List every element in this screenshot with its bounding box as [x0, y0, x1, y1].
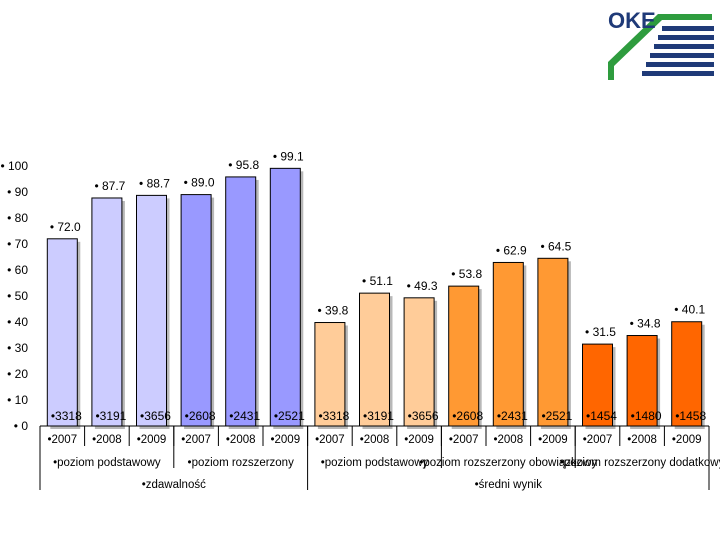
- bar: [537, 257, 569, 427]
- x-year-label: •2007: [181, 434, 211, 446]
- bar: [492, 261, 524, 427]
- y-tick-label: • 50: [7, 289, 28, 303]
- bar-count-label: •2521: [541, 409, 572, 423]
- x-year-label: •2009: [538, 434, 568, 446]
- logo-title: OKE: [608, 8, 656, 33]
- x-subgroup-label: •poziom rozszerzony obowiązkowy: [419, 457, 597, 469]
- x-axis: •2007 •2008 •2009 •2007 •2008 •2009 •2007 •2008…: [39, 425, 720, 491]
- x-year-label: •2008: [493, 434, 523, 446]
- bar-count-label: •3656: [408, 409, 439, 423]
- x-subgroup-label: •poziom rozszerzony: [188, 457, 295, 469]
- oke-logo: OKE WE WROCŁAWIU: [600, 4, 715, 82]
- y-tick-label: • 80: [7, 211, 28, 225]
- x-year-label: •2009: [270, 434, 300, 446]
- x-subgroup-label: •poziom podstawowy: [53, 457, 161, 469]
- bar: [359, 292, 390, 427]
- x-subgroup-label: •poziom rozszerzony dodatkowy: [560, 457, 720, 469]
- x-year-label: •2008: [627, 434, 657, 446]
- bar: [403, 297, 435, 427]
- bar-value-label: • 87.7: [94, 179, 125, 193]
- bar-count-label: •1480: [631, 409, 662, 423]
- bar-value-label: • 34.8: [630, 317, 661, 331]
- bar-value-label: • 95.8: [228, 158, 259, 172]
- bar: [180, 194, 212, 427]
- bar: [626, 335, 658, 427]
- bars: • 72.0 •3318 • 87.7 •3191 • 88.7 •3656 • 89.0 •…: [46, 149, 706, 429]
- x-year-label: •2009: [137, 434, 167, 446]
- bar-value-label: • 99.1: [273, 149, 304, 163]
- x-year-label: •2009: [672, 434, 702, 446]
- bar-count-label: •1458: [675, 409, 706, 423]
- bar-value-label: • 53.8: [451, 267, 482, 281]
- bar-count-label: •1454: [586, 409, 617, 423]
- x-year-label: •2007: [449, 434, 479, 446]
- logo-stripes: [642, 26, 714, 76]
- x-year-label: •2007: [583, 434, 613, 446]
- y-tick-label: • 70: [7, 237, 28, 251]
- x-group-label: •średni wynik: [475, 479, 543, 491]
- bar-count-label: •2521: [274, 409, 305, 423]
- bar-value-label: • 40.1: [674, 303, 705, 317]
- bar-value-label: • 31.5: [585, 325, 616, 339]
- bar: [225, 176, 257, 427]
- x-year-label: •2007: [315, 434, 345, 446]
- bar-count-label: •2431: [497, 409, 528, 423]
- x-year-label: •2008: [92, 434, 122, 446]
- bar-count-label: •2608: [452, 409, 483, 423]
- y-tick-label: • 0: [14, 419, 29, 433]
- bar: [269, 167, 301, 427]
- x-year-label: •2009: [404, 434, 434, 446]
- bar: [46, 238, 78, 427]
- bar-count-label: •3318: [318, 409, 349, 423]
- bar-count-label: •3191: [95, 409, 126, 423]
- bar: [136, 194, 167, 427]
- x-group-label: •zdawalność: [142, 479, 206, 491]
- bar: [448, 285, 480, 427]
- bar-value-label: • 49.3: [407, 279, 438, 293]
- y-tick-label: • 100: [0, 159, 28, 173]
- x-year-label: •2008: [360, 434, 390, 446]
- x-year-label: •2008: [226, 434, 256, 446]
- y-tick-label: • 90: [7, 185, 28, 199]
- bar-value-label: • 64.5: [540, 239, 571, 253]
- bar-value-label: • 88.7: [139, 176, 170, 190]
- y-tick-label: • 30: [7, 341, 28, 355]
- y-tick-label: • 10: [7, 393, 28, 407]
- bar-value-label: • 51.1: [362, 274, 393, 288]
- bar-count-label: •3318: [51, 409, 82, 423]
- x-year-label: •2007: [47, 434, 77, 446]
- y-tick-label: • 20: [7, 367, 28, 381]
- bar: [671, 321, 703, 427]
- bar-count-label: •2431: [229, 409, 260, 423]
- bar-value-label: • 62.9: [496, 243, 527, 257]
- bar-count-label: •3191: [363, 409, 394, 423]
- logo-swoosh: [608, 14, 712, 80]
- bar: [582, 343, 613, 427]
- bar-count-label: •2608: [185, 409, 216, 423]
- bar: [91, 197, 123, 427]
- y-tick-label: • 60: [7, 263, 28, 277]
- x-subgroup-label: •poziom podstawowy: [321, 457, 429, 469]
- bar: [314, 322, 346, 427]
- bar-value-label: • 72.0: [50, 220, 81, 234]
- bar-value-label: • 89.0: [184, 176, 215, 190]
- bar-value-label: • 39.8: [317, 304, 348, 318]
- y-axis: • 0 • 10 • 20 • 30 • 40 • 50 • 60 • 70 • 80 • 90 •…: [0, 159, 28, 433]
- y-tick-label: • 40: [7, 315, 28, 329]
- bar-count-label: •3656: [140, 409, 171, 423]
